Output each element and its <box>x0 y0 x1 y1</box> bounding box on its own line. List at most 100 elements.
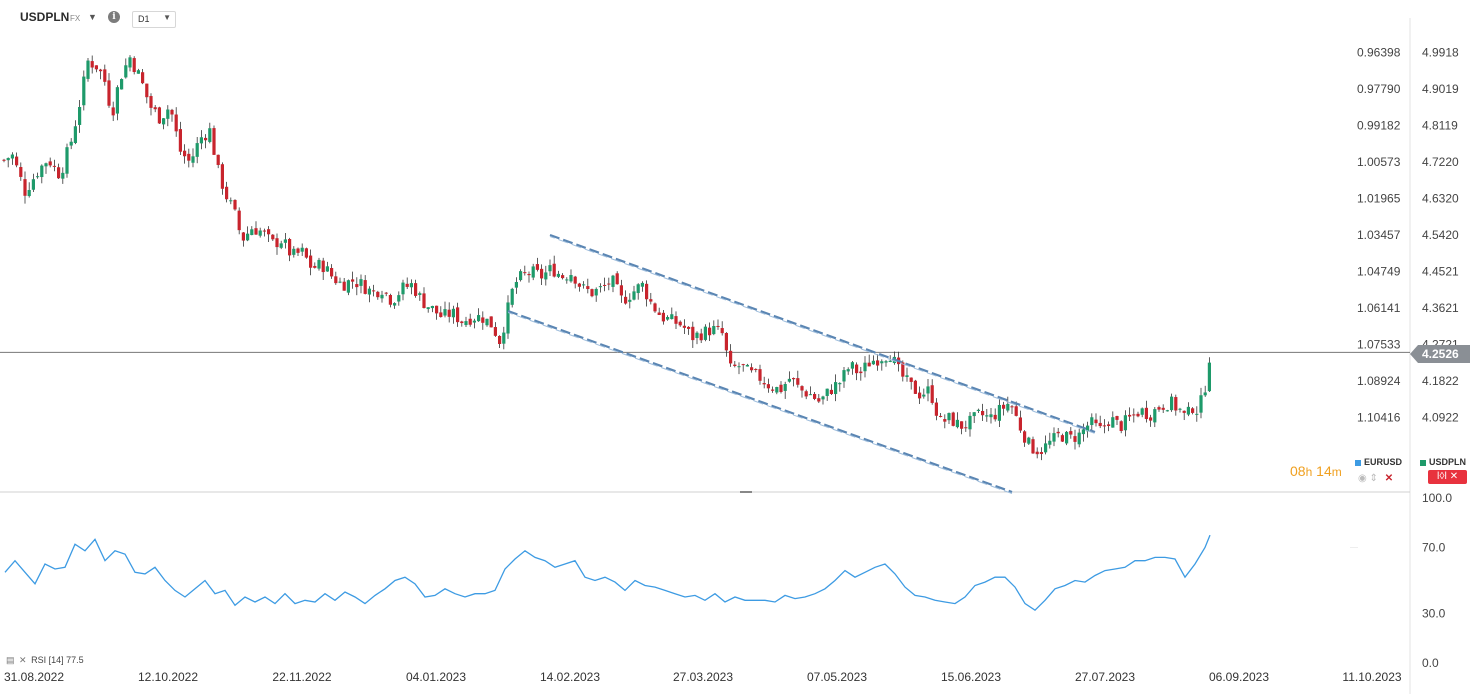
candle-body <box>493 327 497 336</box>
candle-body <box>569 275 573 282</box>
candle-body <box>720 328 724 334</box>
candle-body <box>632 291 636 300</box>
candle-body <box>964 427 968 429</box>
usdpln-tick-label: 4.9918 <box>1422 46 1459 60</box>
candle-body <box>607 283 611 285</box>
candle-body <box>993 414 997 420</box>
candle-body <box>346 280 350 293</box>
legend-usdpln[interactable]: USDPLN <box>1420 457 1466 467</box>
candle-body <box>544 272 548 280</box>
candle-body <box>884 361 888 363</box>
candle-body <box>216 154 220 165</box>
candle-body <box>846 369 850 372</box>
eurusd-tick-label: 0.99182 <box>1357 118 1401 132</box>
candle-body <box>422 293 426 308</box>
candle-body <box>510 288 514 305</box>
candle-body <box>460 321 464 324</box>
candle-body <box>737 366 741 368</box>
candle-body <box>430 305 434 309</box>
candle-body <box>414 283 418 296</box>
candle-body <box>166 109 170 119</box>
candle-body <box>867 362 871 367</box>
candle-body <box>149 96 153 108</box>
eye-icon[interactable]: ◉ <box>1358 473 1367 484</box>
candle-body <box>2 159 6 161</box>
candle-body <box>703 326 707 340</box>
candle-body <box>220 164 224 189</box>
candle-body <box>594 288 598 296</box>
candle-body <box>1186 406 1190 415</box>
candle-body <box>712 325 716 335</box>
candle-body <box>598 286 602 288</box>
chevron-down-icon[interactable]: ▼ <box>88 12 97 22</box>
chevron-down-icon: ▼ <box>163 13 171 22</box>
candle-body <box>254 228 258 235</box>
candle-body <box>443 309 447 316</box>
close-icon[interactable]: ✕ <box>1384 473 1394 484</box>
indicator-icon[interactable]: ▤ <box>6 655 15 665</box>
candle-body <box>141 72 145 84</box>
candle-body <box>279 243 283 248</box>
usdpln-tick-label: 4.6320 <box>1422 191 1459 205</box>
candle-body <box>174 114 178 132</box>
eurusd-tick-label: 1.10416 <box>1357 411 1401 425</box>
candle-body <box>1102 425 1106 427</box>
candle-body <box>514 281 518 288</box>
date-tick-label: 27.07.2023 <box>1075 670 1135 684</box>
candle-body <box>985 415 989 417</box>
legend-eurusd[interactable]: EURUSD <box>1355 457 1402 467</box>
candle-body <box>548 265 552 272</box>
candle-body <box>65 147 69 174</box>
eurusd-controls[interactable]: ◉ ⇕ ✕ <box>1358 473 1393 484</box>
candle-body <box>611 275 615 287</box>
candle-body <box>552 263 556 277</box>
eurusd-color-swatch <box>1355 459 1361 466</box>
candle-body <box>1170 396 1174 411</box>
candle-body <box>1044 443 1048 453</box>
candle-body <box>829 389 833 395</box>
candle-body <box>187 153 191 161</box>
usdpln-controls[interactable]: ǀ◊ǀ ✕ <box>1428 470 1467 484</box>
close-icon[interactable]: ✕ <box>19 655 27 665</box>
candle-body <box>128 57 132 68</box>
info-icon[interactable]: i <box>108 11 120 23</box>
candle-body <box>922 394 926 397</box>
candle-body <box>262 230 266 232</box>
arrows-icon[interactable]: ⇕ <box>1369 473 1378 484</box>
candle-body <box>258 230 262 236</box>
candle-body <box>1174 397 1178 411</box>
countdown-minutes: 14 <box>1316 463 1332 479</box>
timeframe-value: D1 <box>138 14 150 24</box>
candle-body <box>1094 419 1098 424</box>
candle-body <box>997 404 1001 421</box>
candle-body <box>31 179 35 190</box>
candle-body <box>447 309 451 317</box>
candle-body <box>250 229 254 236</box>
candle-body <box>590 289 594 297</box>
candle-body <box>342 281 346 291</box>
usdpln-tick-label: 4.8119 <box>1422 118 1458 132</box>
candle-body <box>955 419 959 428</box>
candle-body <box>153 107 157 110</box>
rsi-panel: 100.0 70.0 30.0 0.0 <box>4 491 1452 670</box>
symbol-title[interactable]: USDPLN <box>20 10 70 24</box>
eurusd-tick-label: 1.04749 <box>1357 264 1401 278</box>
candle-body <box>888 360 892 362</box>
candle-body <box>120 79 124 90</box>
candle-body <box>338 281 342 283</box>
candle-body <box>695 332 699 339</box>
candle-body <box>1123 415 1127 431</box>
timeframe-select[interactable]: D1 ▼ <box>132 11 176 28</box>
candle-body <box>451 308 455 318</box>
countdown-hours-unit: h <box>1305 465 1313 479</box>
candle-body <box>582 284 586 286</box>
rsi-line <box>4 534 1211 612</box>
candle-body <box>565 279 569 281</box>
candle-body <box>850 362 854 369</box>
candle-body <box>758 369 762 381</box>
candle-body <box>183 150 187 157</box>
candle-body <box>653 303 657 312</box>
eurusd-tick-label: 0.97790 <box>1357 82 1401 96</box>
eurusd-tick-label: 1.03457 <box>1357 228 1401 242</box>
